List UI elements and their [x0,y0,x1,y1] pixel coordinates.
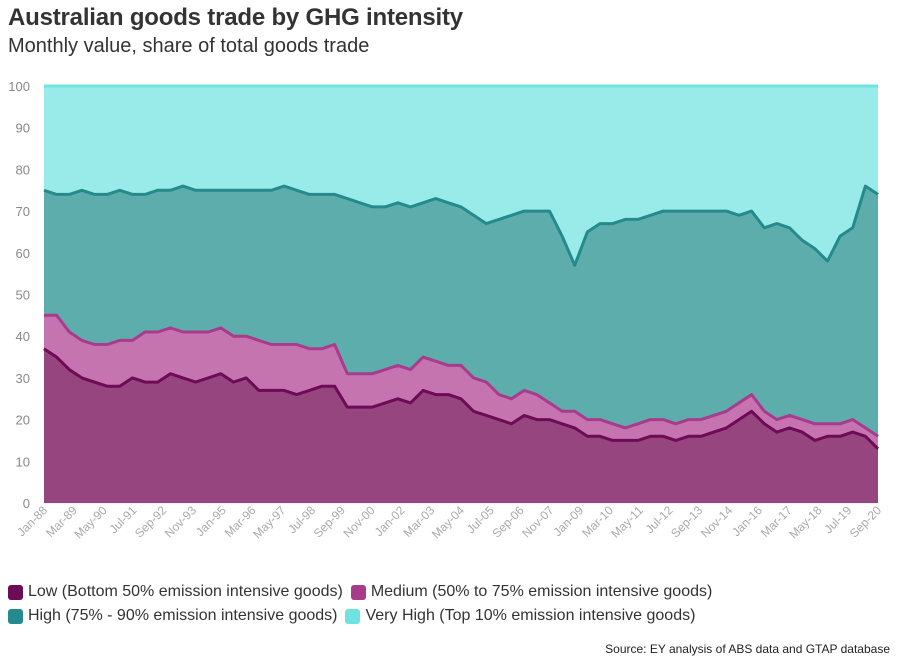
x-tick-label: Jan-95 [193,503,229,539]
y-tick-label: 20 [16,413,30,428]
area-high-line [43,184,879,267]
y-tick-label: 10 [16,454,30,469]
x-tick-label: Sep-99 [311,503,348,540]
legend-label-medium: Medium (50% to 75% emission intensive go… [370,583,713,600]
x-axis-ticks: Jan-88Mar-89May-90Jul-91Sep-92Nov-93Jan-… [14,503,884,541]
chart-title: Australian goods trade by GHG intensity [8,4,463,31]
source-note: Source: EY analysis of ABS data and GTAP… [605,642,890,656]
x-tick-label: May-97 [250,503,288,541]
x-tick-label: Sep-06 [489,503,526,540]
area-low [44,348,878,503]
x-tick-label: Nov-93 [162,503,199,540]
legend-swatch-low [8,584,23,600]
x-tick-label: May-11 [608,503,646,541]
legend-item-veryhigh[interactable]: Very High (Top 10% emission intensive go… [345,607,695,625]
x-tick-label: Jan-09 [550,503,586,539]
area-medium [44,315,878,449]
y-tick-label: 40 [16,329,30,344]
legend: Low (Bottom 50% emission intensive goods… [8,580,888,628]
x-tick-label: Sep-92 [132,503,169,540]
y-tick-label: 60 [16,246,30,261]
y-tick-label: 30 [16,371,30,386]
legend-item-high[interactable]: High (75% - 90% emission intensive goods… [8,607,337,625]
legend-item-medium[interactable]: Medium (50% to 75% emission intensive go… [350,583,713,601]
chart-subtitle: Monthly value, share of total goods trad… [8,35,370,57]
series-lines [43,84,880,450]
area-series [44,86,878,503]
y-tick-label: 100 [8,79,30,94]
x-tick-label: May-90 [71,503,109,541]
x-tick-label: Nov-07 [519,503,556,540]
y-tick-label: 70 [16,204,30,219]
x-tick-label: Jan-16 [729,503,765,539]
area-veryhigh [44,86,878,266]
area-high [44,186,878,437]
legend-label-high: High (75% - 90% emission intensive goods… [28,607,338,624]
area-low-line [43,347,880,450]
legend-swatch-high [8,608,23,624]
y-tick-label: 80 [16,162,30,177]
y-tick-label: 90 [16,121,30,136]
x-tick-label: Nov-14 [698,503,735,540]
legend-label-low: Low (Bottom 50% emission intensive goods… [28,583,343,600]
y-tick-label: 0 [23,496,30,511]
x-tick-label: Nov-00 [341,503,378,540]
x-tick-label: Jan-88 [14,503,50,539]
area-medium-line [44,313,879,438]
legend-item-low[interactable]: Low (Bottom 50% emission intensive goods… [8,583,343,601]
x-tick-label: May-04 [429,503,467,541]
x-tick-label: Sep-13 [668,503,705,540]
y-axis-ticks: 0 10 20 30 40 50 60 70 80 90 100 [8,79,30,511]
legend-swatch-veryhigh [345,608,361,624]
x-tick-label: May-18 [786,503,824,541]
stacked-area-chart: 0 10 20 30 40 50 60 70 80 90 100 Jan-88Mar-89May-9… [8,79,884,541]
legend-label-veryhigh: Very High (Top 10% emission intensive go… [365,607,696,624]
x-tick-label: Jan-02 [372,503,408,539]
x-tick-label: Sep-20 [847,503,884,540]
legend-swatch-medium [350,584,366,600]
y-tick-label: 50 [16,288,30,303]
